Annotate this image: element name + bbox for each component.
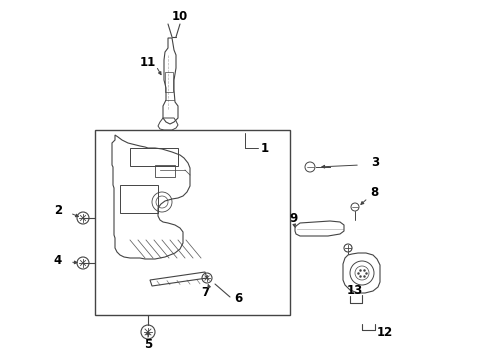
Text: 7: 7 <box>201 285 209 298</box>
Text: 6: 6 <box>233 292 242 305</box>
Text: 1: 1 <box>261 141 268 154</box>
Text: 4: 4 <box>54 253 62 266</box>
Text: 10: 10 <box>171 9 188 22</box>
Text: 9: 9 <box>289 211 298 225</box>
Text: 11: 11 <box>140 55 156 68</box>
Text: 2: 2 <box>54 203 62 216</box>
Text: 12: 12 <box>376 327 392 339</box>
Text: 13: 13 <box>346 284 363 297</box>
Text: 3: 3 <box>370 157 378 170</box>
Bar <box>95 130 289 315</box>
Text: 5: 5 <box>143 338 152 351</box>
Text: 8: 8 <box>369 185 377 198</box>
